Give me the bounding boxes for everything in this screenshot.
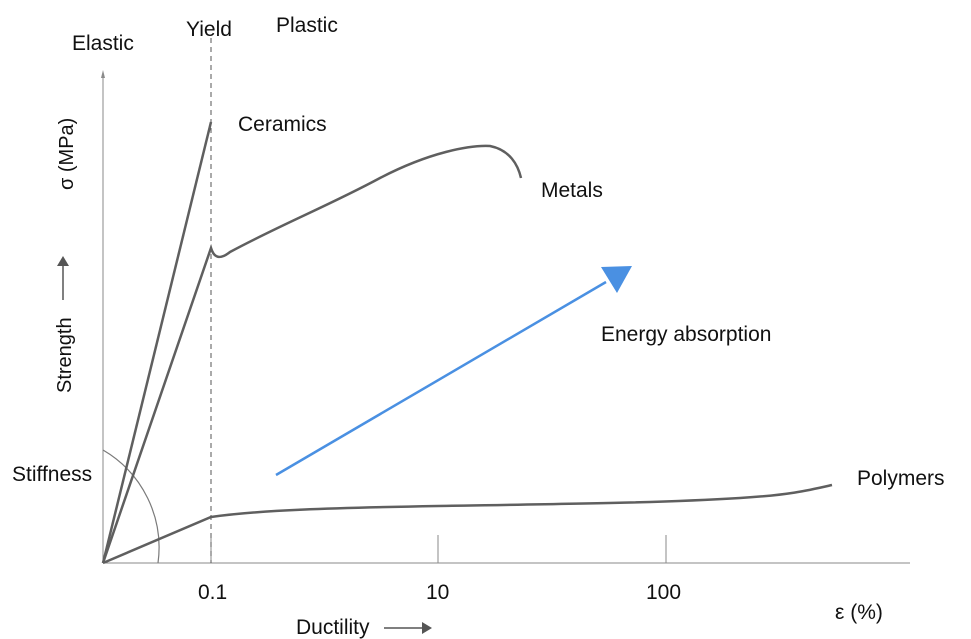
x-axis-label: ε (%)	[835, 601, 883, 624]
strength-label: Strength	[54, 317, 76, 393]
elastic-label: Elastic	[72, 32, 134, 55]
y-axis-label: σ (MPa)	[56, 118, 78, 190]
stiffness-arc	[102, 449, 160, 564]
x-tick-label-100: 100	[646, 581, 681, 604]
metals-curve	[101, 144, 523, 564]
x-tick-label-10: 10	[426, 581, 449, 604]
polymers-label: Polymers	[857, 467, 945, 490]
y-axis-arrowhead	[101, 70, 105, 78]
yield-label: Yield	[186, 18, 232, 41]
plastic-label: Plastic	[276, 14, 338, 37]
strength-arrowhead	[57, 256, 69, 266]
energy-absorption-arrow	[275, 280, 607, 477]
x-tick-label-0.1: 0.1	[198, 581, 227, 604]
stiffness-label: Stiffness	[12, 463, 92, 486]
energy-absorption-arrowhead	[601, 266, 632, 293]
energy-absorption-label: Energy absorption	[601, 323, 771, 346]
metals-label: Metals	[541, 179, 603, 202]
ceramics-label: Ceramics	[238, 113, 327, 136]
ductility-label: Ductility	[296, 616, 370, 639]
ceramics-curve	[101, 121, 213, 564]
ductility-arrowhead	[422, 622, 432, 634]
polymers-curve	[102, 483, 833, 565]
